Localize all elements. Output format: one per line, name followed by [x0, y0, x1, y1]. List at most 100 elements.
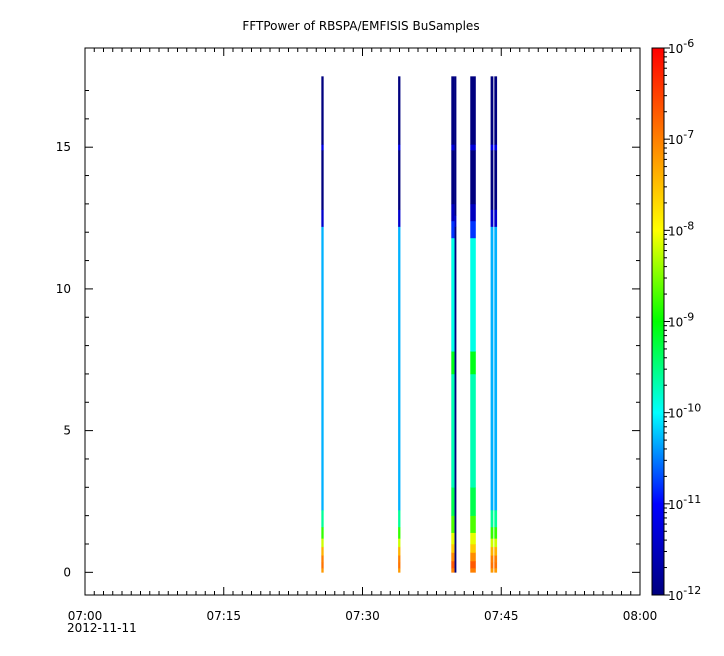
spectrogram-cell [321, 546, 324, 556]
spectrogram-cell [451, 220, 455, 239]
spectrogram-cell [321, 76, 324, 145]
spectrogram-cell [451, 76, 455, 145]
spectrogram-cell [321, 538, 324, 548]
x-tick-label: 07:15 [206, 609, 241, 623]
chart-title: FFTPower of RBSPA/EMFISIS BuSamples [242, 19, 479, 33]
spectrogram-cell [451, 568, 455, 573]
colorbar-tick-label: 10-7 [668, 128, 694, 147]
spectrogram-cell [494, 226, 498, 511]
x-axis-date-label: 2012-11-11 [67, 621, 137, 635]
x-tick-label: 07:00 [68, 609, 103, 623]
burst-column [470, 76, 476, 573]
spectrogram-cell [470, 76, 476, 145]
colorbar [651, 47, 665, 596]
spectrogram-cell [398, 509, 401, 528]
spectrogram-cell [490, 538, 494, 548]
spectrogram-cell [451, 203, 455, 222]
spectrogram-cell [470, 552, 476, 562]
colorbar-tick-label: 10-12 [668, 584, 701, 603]
spectrogram-cell [451, 237, 455, 352]
spectrogram-cell [321, 526, 324, 539]
spectrogram-cell [470, 568, 476, 573]
spectrogram-cell [470, 373, 476, 488]
burst-column [454, 76, 457, 573]
spectrogram-cell [451, 515, 455, 533]
burst-column [490, 76, 494, 573]
colorbar-tick-label: 10-9 [668, 311, 694, 330]
x-tick-label: 08:00 [623, 609, 658, 623]
spectrogram-cell [398, 546, 401, 556]
y-tick-label: 10 [56, 282, 71, 296]
spectrogram-cell [321, 209, 324, 227]
spectrogram-cell [490, 546, 494, 556]
spectrogram-cell [490, 209, 494, 227]
spectrogram-cell [398, 226, 401, 511]
spectrogram-cell [451, 373, 455, 488]
spectrogram-cell [321, 568, 324, 573]
y-tick-label: 0 [63, 565, 71, 579]
spectrogram-cell [494, 526, 498, 539]
colorbar-axis: 10-12 10-11 10-10 10-9 10-8 10-7 10-6 [664, 37, 701, 603]
spectrogram-cell [494, 144, 498, 151]
spectrogram-cell [494, 209, 498, 227]
spectrogram-cell [494, 76, 498, 145]
y-axis: 0 5 10 15 [56, 90, 640, 579]
spectrogram-cell [398, 555, 401, 563]
spectrogram-cell [470, 237, 476, 352]
spectrogram-cell [470, 144, 476, 151]
burst-column [321, 76, 324, 573]
burst-column [398, 76, 401, 573]
spectrogram-cell [490, 509, 494, 528]
spectrogram-cell [451, 351, 455, 375]
y-tick-label: 5 [63, 424, 71, 438]
spectrogram-cell [398, 538, 401, 548]
x-tick-label: 07:45 [484, 609, 519, 623]
spectrogram-cell [490, 526, 494, 539]
spectrogram-cell [470, 351, 476, 375]
spectrogram-cell [470, 220, 476, 239]
spectrogram-cell [494, 568, 498, 573]
colorbar-tick-label: 10-8 [668, 219, 694, 238]
spectrogram-cell [398, 526, 401, 539]
colorbar-tick-label: 10-11 [668, 493, 701, 512]
spectrogram-cell [490, 226, 494, 511]
y-tick-label: 15 [56, 140, 71, 154]
spectrogram-cell [454, 215, 457, 227]
spectrogram-cell [321, 562, 324, 569]
spectrogram-cell [494, 509, 498, 528]
spectrogram-cell [494, 150, 498, 210]
spectrogram-cell [398, 76, 401, 145]
spectrogram-cell [321, 509, 324, 528]
spectrogram-cell [451, 150, 455, 205]
spectrogram-cell [494, 555, 498, 563]
spectrogram-cell [470, 150, 476, 205]
colorbar-tick-label: 10-10 [668, 402, 701, 421]
spectrogram-cell [321, 150, 324, 210]
spectrogram-cell [321, 226, 324, 511]
spectrogram-cell [321, 144, 324, 151]
spectrogram-cell [470, 543, 476, 553]
spectrogram-cell [454, 226, 457, 573]
spectrogram-cell [494, 538, 498, 548]
x-axis: 07:00 07:15 07:30 07:45 08:00 [68, 48, 658, 623]
spectrogram-cell [470, 515, 476, 533]
spectrogram-cell [454, 76, 457, 216]
spectrogram-cell [451, 144, 455, 151]
spectrogram-cell [470, 532, 476, 545]
x-tick-label: 07:30 [345, 609, 380, 623]
spectrogram-cell [398, 562, 401, 569]
spectrogram-cell [470, 560, 476, 569]
spectrogram-cell [494, 562, 498, 569]
spectrogram-cell [398, 568, 401, 573]
spectrogram-cell [494, 546, 498, 556]
spectrogram-cell [321, 555, 324, 563]
spectrogram-cell [470, 203, 476, 222]
spectrogram-cell [451, 552, 455, 562]
spectrogram-cell [470, 487, 476, 516]
spectrogram-cell [398, 150, 401, 210]
plot-area [85, 48, 640, 595]
spectrogram-cell [398, 209, 401, 227]
spectrogram-cell [451, 532, 455, 545]
spectrogram-cell [490, 568, 494, 573]
spectrogram-cell [451, 560, 455, 569]
